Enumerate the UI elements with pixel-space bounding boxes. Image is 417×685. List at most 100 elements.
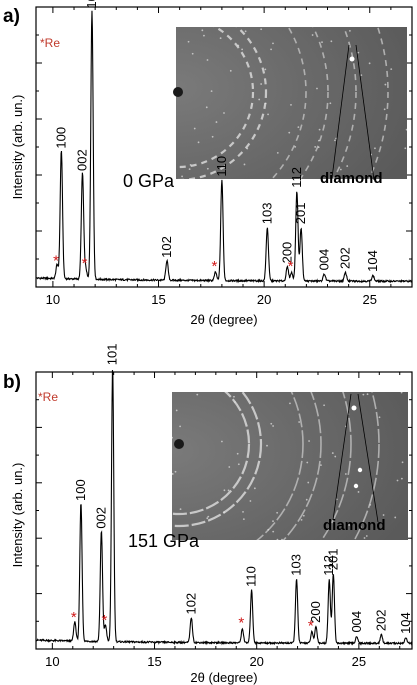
speckle [211, 135, 214, 138]
legend-star: * [40, 36, 45, 50]
re-marker: * [288, 258, 294, 275]
x-tick-label: 10 [45, 654, 59, 669]
diffraction-ring [332, 27, 357, 179]
peak-label: 200 [279, 242, 294, 264]
speckle [344, 473, 347, 475]
diffraction-rings [172, 392, 404, 540]
speckle [363, 537, 366, 539]
speckle [201, 29, 204, 32]
speckle [270, 48, 272, 51]
x-tick-label: 25 [363, 292, 377, 307]
panel-label: b) [3, 372, 21, 393]
peak-label: 102 [183, 593, 198, 615]
speckle [260, 83, 263, 85]
speckle [260, 28, 263, 31]
speckle [400, 477, 403, 480]
speckle [396, 479, 399, 482]
y-axis-label: Intensity (arb. un.) [10, 95, 25, 200]
speckle [404, 147, 407, 150]
diffraction-ring [172, 392, 263, 528]
diffraction-ring [176, 27, 255, 169]
diffraction-ring [270, 27, 307, 179]
speckle [346, 165, 349, 167]
speckle [272, 425, 274, 427]
speckle [206, 517, 209, 520]
speckle [228, 466, 231, 468]
re-marker: * [71, 609, 77, 626]
speckle [210, 90, 213, 93]
speckle [191, 52, 194, 55]
peak-label: 110 [244, 566, 259, 587]
peak-label: 202 [373, 609, 388, 631]
re-marker: * [53, 252, 59, 269]
peak-label: 002 [74, 149, 89, 171]
speckle [330, 40, 333, 43]
speckle [179, 425, 182, 428]
beam-stop [174, 439, 184, 449]
speckle [249, 500, 252, 502]
speckle [335, 137, 337, 140]
x-tick-label: 25 [352, 654, 366, 669]
speckle [189, 163, 192, 166]
speckle [207, 515, 210, 518]
speckle [316, 87, 318, 90]
peak-label: 104 [398, 612, 413, 634]
speckle [323, 404, 326, 407]
speckle [297, 126, 300, 129]
speckle [197, 141, 200, 144]
speckle [288, 131, 291, 134]
speckle [188, 168, 191, 171]
speckle [242, 518, 245, 521]
speckle [196, 393, 199, 396]
speckle [366, 393, 369, 396]
re-marker: * [308, 617, 314, 634]
x-tick-label: 20 [257, 292, 271, 307]
speckle [272, 520, 274, 523]
speckle [311, 34, 314, 36]
legend-re: *Re [38, 390, 58, 404]
speckle [368, 62, 371, 65]
peak-label: 201 [325, 549, 340, 571]
x-tick-label: 10 [46, 292, 60, 307]
peak-label: 100 [53, 127, 68, 149]
speckle [348, 524, 351, 526]
peak-label: 202 [337, 247, 352, 269]
speckle [266, 444, 268, 447]
speckle [400, 392, 403, 394]
speckle [203, 34, 205, 37]
peak-label: 004 [316, 249, 331, 271]
speckle [317, 146, 320, 149]
pressure-label: 151 GPa [128, 531, 200, 551]
diffraction-ring [282, 392, 322, 540]
re-marker: * [212, 258, 218, 275]
speckle [401, 461, 404, 464]
re-marker: * [238, 615, 244, 632]
inset-background [172, 392, 408, 540]
x-axis-label: 2θ (degree) [190, 670, 257, 685]
speckle [193, 127, 196, 130]
speckle [181, 175, 183, 178]
speckle [237, 463, 240, 466]
diffraction-ring [299, 27, 329, 179]
speckle [272, 42, 274, 45]
x-axis-label: 2θ (degree) [190, 312, 257, 327]
diffraction-ring [256, 392, 304, 540]
speckle [349, 30, 351, 32]
diffraction-rings [176, 27, 407, 179]
speckle [334, 139, 336, 142]
speckle [276, 152, 279, 154]
peak-label: 100 [73, 479, 88, 501]
y-axis-label: Intensity (arb. un.) [10, 463, 25, 568]
panel-a: 10 15 20 25 diamond 100 002 101 102 110 103 200 112 2… [3, 0, 413, 327]
speckle [302, 514, 305, 517]
speckle [360, 74, 363, 77]
inset-diffraction-image [173, 27, 407, 179]
peak-label: 200 [308, 601, 323, 623]
speckle [290, 103, 292, 106]
peak-label: 201 [293, 202, 308, 224]
beam-stop [173, 87, 183, 97]
speckle [318, 128, 321, 131]
diffraction-trace [35, 370, 413, 647]
speckle [270, 422, 273, 425]
